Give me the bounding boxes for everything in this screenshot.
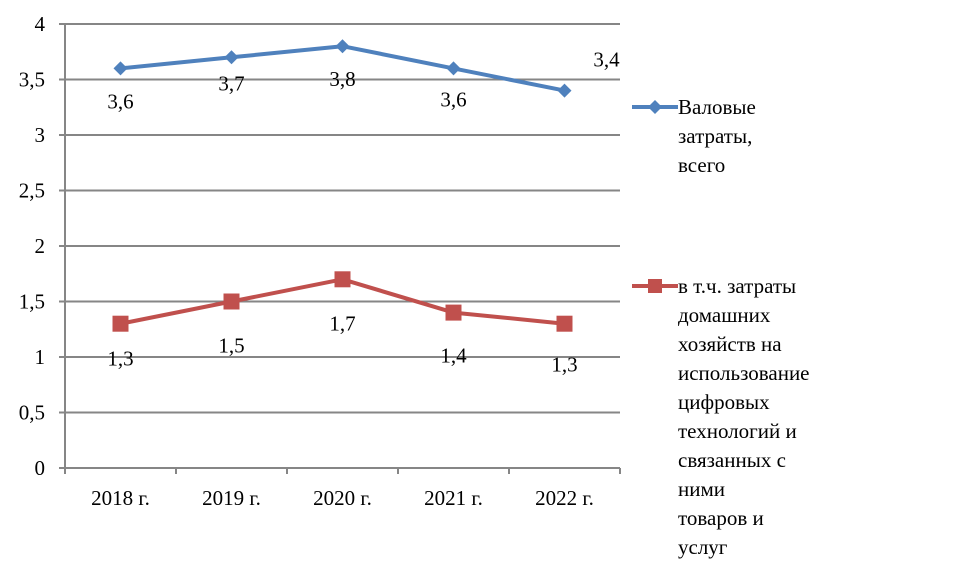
axes <box>59 23 621 474</box>
legend-swatch-square-icon <box>632 272 678 301</box>
data-label: 3,4 <box>593 48 620 72</box>
y-axis-tick-labels: 0 0,5 1 1,5 2 2,5 3 3,5 4 <box>19 12 46 480</box>
line-chart: 00,511,522,533,54 2018 г. 2019 г. 2020 г. 2… <box>19 12 621 510</box>
legend-label: Валовые затраты, всего <box>678 95 756 177</box>
x-axis-tick-labels: 2018 г. 2019 г. 2020 г. 2021 г. 2022 г. <box>91 486 594 510</box>
legend-item-gross-costs: Валовые затраты, всего <box>632 93 756 180</box>
data-point-square <box>112 315 129 332</box>
data-label: 1,5 <box>218 334 244 358</box>
data-label: 3,6 <box>440 87 466 111</box>
y-tick-label: 3 <box>35 123 46 147</box>
x-tick-label: 2021 г. <box>424 486 483 510</box>
data-labels: 3,6 3,7 3,8 3,6 3,4 1,3 1,5 1,7 1,4 1,3 <box>107 48 620 377</box>
data-point-square <box>334 271 351 288</box>
x-tick-label: 2018 г. <box>91 486 150 510</box>
data-label: 3,8 <box>329 67 355 91</box>
legend-label: в т.ч. затраты домашних хозяйств на испо… <box>678 274 810 559</box>
data-point-square <box>223 293 240 310</box>
data-label: 3,6 <box>107 89 133 113</box>
y-tick-label: 0 <box>35 456 46 480</box>
x-tick-label: 2022 г. <box>535 486 594 510</box>
data-point-diamond <box>557 83 572 98</box>
y-tick-label: 2,5 <box>19 179 45 203</box>
legend-swatch-diamond-icon <box>632 93 678 122</box>
data-point-square <box>556 315 573 332</box>
data-point-square <box>445 304 462 321</box>
x-tick-label: 2019 г. <box>202 486 261 510</box>
y-tick-label: 0,5 <box>19 401 45 425</box>
data-point-diamond <box>224 50 239 65</box>
legend-item-household-digital-costs: в т.ч. затраты домашних хозяйств на испо… <box>632 272 810 562</box>
x-tick-label: 2020 г. <box>313 486 372 510</box>
y-tick-label: 4 <box>35 12 46 36</box>
data-label: 1,7 <box>329 311 355 335</box>
gridlines <box>65 23 620 414</box>
y-tick-label: 3,5 <box>19 68 45 92</box>
data-point-diamond <box>446 61 461 76</box>
y-tick-label: 1,5 <box>19 290 45 314</box>
data-label: 1,3 <box>551 353 577 377</box>
data-label: 1,4 <box>440 344 467 368</box>
series-group <box>112 39 573 332</box>
data-label: 3,7 <box>218 71 244 95</box>
y-tick-label: 2 <box>35 234 46 258</box>
y-tick-label: 1 <box>35 345 46 369</box>
data-label: 1,3 <box>107 347 133 371</box>
data-point-diamond <box>113 61 128 76</box>
data-point-diamond <box>335 39 350 54</box>
